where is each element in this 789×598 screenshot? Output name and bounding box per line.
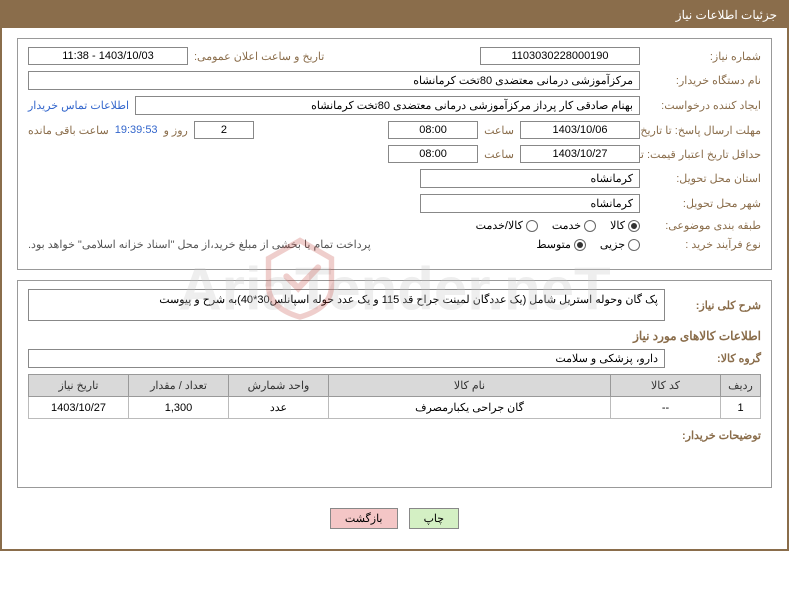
- delivery-city-value: کرمانشاه: [420, 194, 640, 213]
- radio-label: کالا/خدمت: [476, 219, 523, 232]
- need-no-value: 1103030228000190: [480, 47, 640, 65]
- reply-deadline-label: مهلت ارسال پاسخ: تا تاریخ:: [646, 124, 761, 137]
- delivery-province-value: کرمانشاه: [420, 169, 640, 188]
- purchase-proc-radio-group: جزیی متوسط: [536, 238, 640, 251]
- category-radio-group: کالا خدمت کالا/خدمت: [476, 219, 640, 232]
- table-row: 1--گان جراحی یکبارمصرفعدد1,3001403/10/27: [29, 397, 761, 419]
- table-header-cell: نام کالا: [329, 375, 611, 397]
- radio-icon: [526, 220, 538, 232]
- buyer-notes-label: توضیحات خریدار:: [661, 429, 761, 442]
- table-header-cell: تاریخ نیاز: [29, 375, 129, 397]
- print-button[interactable]: چاپ: [409, 508, 460, 529]
- back-button[interactable]: بازگشت: [330, 508, 398, 529]
- announce-dt-label: تاریخ و ساعت اعلان عمومی:: [194, 50, 324, 63]
- buyer-org-label: نام دستگاه خریدار:: [646, 74, 761, 87]
- desc-title-label: شرح کلی نیاز:: [671, 299, 761, 312]
- purchase-proc-label: نوع فرآیند خرید :: [646, 238, 761, 251]
- button-row: چاپ بازگشت: [17, 498, 772, 539]
- delivery-city-label: شهر محل تحویل:: [646, 197, 761, 210]
- radio-label: متوسط: [536, 238, 571, 251]
- price-valid-time: 08:00: [388, 145, 478, 163]
- radio-label: کالا: [610, 219, 625, 232]
- desc-text: پک گان وحوله استریل شامل (یک عددگان لمین…: [28, 289, 665, 321]
- table-cell: --: [611, 397, 721, 419]
- panel-header: جزئیات اطلاعات نیاز: [2, 2, 787, 28]
- table-cell: 1,300: [129, 397, 229, 419]
- days-and-label: روز و: [164, 124, 188, 137]
- radio-label: خدمت: [552, 219, 581, 232]
- group-label: گروه کالا:: [671, 352, 761, 365]
- price-valid-label: حداقل تاریخ اعتبار قیمت: تا تاریخ:: [646, 148, 761, 161]
- time-label-1: ساعت: [484, 124, 514, 137]
- items-table: ردیفکد کالانام کالاواحد شمارشتعداد / مقد…: [28, 374, 761, 419]
- need-info-section: شماره نیاز: 1103030228000190 تاریخ و ساع…: [17, 38, 772, 270]
- days-remaining: 2: [194, 121, 254, 139]
- requester-label: ایجاد کننده درخواست:: [646, 99, 761, 112]
- category-option[interactable]: خدمت: [552, 219, 596, 232]
- countdown-timer: 19:39:53: [115, 124, 158, 136]
- purchase-proc-option[interactable]: جزیی: [600, 238, 640, 251]
- delivery-province-label: استان محل تحویل:: [646, 172, 761, 185]
- time-label-2: ساعت: [484, 148, 514, 161]
- group-value: دارو، پزشکی و سلامت: [28, 349, 665, 368]
- category-option[interactable]: کالا: [610, 219, 640, 232]
- category-label: طبقه بندی موضوعی:: [646, 219, 761, 232]
- radio-icon: [584, 220, 596, 232]
- description-section: شرح کلی نیاز: پک گان وحوله استریل شامل (…: [17, 280, 772, 488]
- price-valid-date: 1403/10/27: [520, 145, 640, 163]
- panel-title: جزئیات اطلاعات نیاز: [676, 8, 777, 22]
- table-cell: گان جراحی یکبارمصرف: [329, 397, 611, 419]
- radio-icon: [628, 220, 640, 232]
- purchase-note: پرداخت تمام یا بخشی از مبلغ خرید،از محل …: [28, 238, 371, 251]
- announce-dt-value: 1403/10/03 - 11:38: [28, 47, 188, 65]
- table-header-cell: ردیف: [721, 375, 761, 397]
- reply-deadline-time: 08:00: [388, 121, 478, 139]
- radio-label: جزیی: [600, 238, 625, 251]
- requester-value: بهنام صادقی کار پرداز مرکزآموزشی درمانی …: [135, 96, 640, 115]
- radio-icon: [628, 239, 640, 251]
- reply-deadline-date: 1403/10/06: [520, 121, 640, 139]
- need-no-label: شماره نیاز:: [646, 50, 761, 63]
- radio-icon: [574, 239, 586, 251]
- buyer-org-value: مرکزآموزشی درمانی معتضدی 80تخت کرمانشاه: [28, 71, 640, 90]
- table-header-cell: تعداد / مقدار: [129, 375, 229, 397]
- items-section-title: اطلاعات کالاهای مورد نیاز: [28, 329, 761, 343]
- table-header-cell: واحد شمارش: [229, 375, 329, 397]
- category-option[interactable]: کالا/خدمت: [476, 219, 538, 232]
- table-cell: عدد: [229, 397, 329, 419]
- remaining-label: ساعت باقی مانده: [28, 124, 109, 137]
- table-cell: 1403/10/27: [29, 397, 129, 419]
- buyer-contact-link[interactable]: اطلاعات تماس خریدار: [28, 99, 129, 112]
- table-cell: 1: [721, 397, 761, 419]
- table-header-cell: کد کالا: [611, 375, 721, 397]
- purchase-proc-option[interactable]: متوسط: [536, 238, 586, 251]
